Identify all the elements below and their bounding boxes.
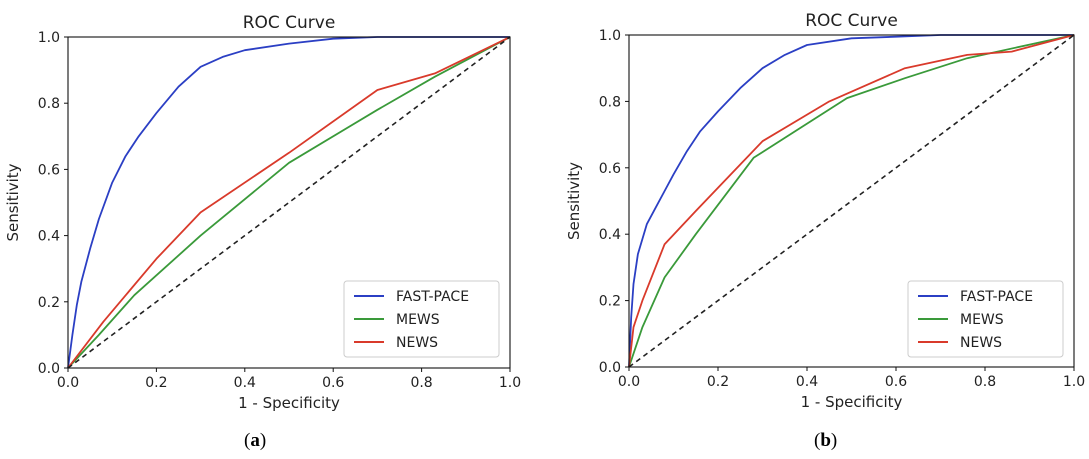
chart-b-xtick-label: 1.0: [1063, 374, 1085, 390]
chart-a-ytick-label: 0.4: [38, 229, 60, 245]
chart-a-ytick-label: 0.0: [38, 361, 60, 377]
chart-a-xtick-label: 1.0: [499, 375, 521, 391]
chart-a-plot-frame: [67, 36, 511, 369]
chart-a-ytick-label: 0.8: [38, 96, 60, 112]
chart-b-series-news: [628, 34, 1075, 368]
chart-a-xlabel: 1 - Specificity: [238, 394, 340, 412]
chart-a-series-reference-diagonal: [67, 36, 511, 369]
chart-b-series-reference-diagonal: [628, 34, 1075, 368]
chart-a-title: ROC Curve: [243, 13, 336, 33]
chart-a-legend-label-news: NEWS: [396, 335, 438, 351]
chart-b-legend-label-fast-pace: FAST-PACE: [960, 289, 1033, 305]
chart-a-xtick-label: 0.0: [57, 375, 79, 391]
chart-a-ytick-label: 0.2: [38, 295, 60, 311]
chart-a-legend-label-fast-pace: FAST-PACE: [396, 289, 469, 305]
chart-b-legend-label-mews: MEWS: [960, 312, 1004, 328]
chart-a-xtick-label: 0.2: [145, 375, 167, 391]
caption-a-close: ): [259, 430, 267, 451]
caption-a-letter: a: [250, 430, 260, 451]
caption-a: (a): [244, 430, 266, 452]
chart-b-xtick-label: 0.0: [618, 374, 640, 390]
chart-b-ytick-label: 1.0: [599, 28, 621, 44]
chart-b-xtick-label: 0.6: [885, 374, 907, 390]
chart-a-legend: [343, 280, 500, 358]
chart-b-legend: [907, 280, 1064, 358]
chart-b-ytick-label: 0.6: [599, 161, 621, 177]
chart-a: ROC Curve 0.0 0.2 0.4 0.6 0.8 1.0 0.0 0.2 0.4 0.6 0…: [4, 13, 521, 412]
caption-b-close: ): [830, 430, 838, 451]
chart-a-xtick-label: 0.4: [234, 375, 256, 391]
chart-b-legend-label-news: NEWS: [960, 335, 1002, 351]
caption-b-open: (: [814, 430, 821, 451]
chart-a-series-fast-pace: [67, 36, 510, 369]
chart-a-xtick-label: 0.6: [322, 375, 344, 391]
chart-b-plot-frame: [628, 34, 1075, 368]
chart-b-ylabel: Sensitivity: [565, 162, 583, 240]
chart-b-xtick-label: 0.8: [974, 374, 996, 390]
chart-a-ytick-label: 1.0: [38, 30, 60, 46]
chart-a-series-mews: [67, 36, 511, 369]
chart-b-ytick-label: 0.8: [599, 94, 621, 110]
chart-a-ytick-label: 0.6: [38, 162, 60, 178]
chart-b-ytick-label: 0.4: [599, 227, 621, 243]
chart-a-xtick-label: 0.8: [410, 375, 432, 391]
chart-a-ylabel: Sensitivity: [4, 163, 22, 241]
chart-b-xlabel: 1 - Specificity: [801, 393, 903, 411]
chart-b-title: ROC Curve: [805, 11, 898, 31]
chart-a-legend-label-mews: MEWS: [396, 312, 440, 328]
chart-b-series-fast-pace: [628, 34, 1074, 368]
chart-b-xtick-label: 0.4: [796, 374, 818, 390]
chart-b-xtick-label: 0.2: [707, 374, 729, 390]
caption-b: (b): [814, 430, 837, 452]
caption-b-letter: b: [820, 430, 831, 451]
chart-b-series-mews: [628, 34, 1075, 368]
chart-b-ytick-label: 0.2: [599, 294, 621, 310]
chart-a-series-news: [67, 36, 511, 369]
caption-a-open: (: [244, 430, 251, 451]
chart-b-ytick-label: 0.0: [599, 360, 621, 376]
chart-b: ROC Curve 0.0 0.2 0.4 0.6 0.8 1.0 0.0 0.2 0.4 0.6 0…: [565, 11, 1085, 411]
